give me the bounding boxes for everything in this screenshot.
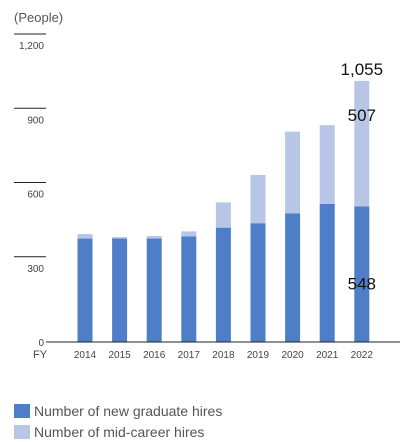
y-tick-label: 600 [27, 190, 44, 201]
x-tick-label: 2016 [143, 350, 166, 361]
legend-swatch-new-graduate [14, 403, 30, 418]
bar-new-graduate-2019 [250, 223, 266, 342]
x-axis: 2014 2015 2016 2017 2018 2019 2020 2021 2022 [46, 341, 400, 361]
bar-mid-career-2021 [319, 125, 335, 204]
y-tick-label: 300 [27, 264, 44, 275]
bars-group [77, 80, 370, 342]
legend-label-new-graduate: Number of new graduate hires [34, 402, 223, 419]
y-tick-label: 1,200 [19, 41, 44, 52]
legend-item-new-graduate: Number of new graduate hires [14, 400, 222, 421]
x-tick-label: 2015 [108, 350, 131, 361]
x-tick-label: 2020 [281, 350, 304, 361]
bar-mid-career-2014 [77, 234, 93, 239]
new-graduate-2022-label: 548 [348, 275, 376, 294]
bar-mid-career-2020 [285, 131, 301, 214]
bar-new-graduate-2022 [354, 206, 370, 342]
y-axis: 0 300 600 900 1,200 [14, 33, 46, 349]
legend: Number of new graduate hires Number of m… [14, 400, 222, 442]
mid-career-2022-label: 507 [348, 106, 376, 125]
x-tick-label: 2017 [178, 350, 201, 361]
bar-new-graduate-2021 [319, 203, 335, 342]
legend-label-mid-career: Number of mid-career hires [34, 423, 205, 440]
bar-mid-career-2017 [181, 231, 197, 237]
bar-new-graduate-2017 [181, 236, 197, 342]
x-tick-label: 2014 [74, 350, 97, 361]
y-tick-label: 0 [38, 338, 44, 349]
bar-new-graduate-2020 [285, 213, 301, 342]
bar-mid-career-2018 [215, 202, 231, 228]
x-tick-label: 2022 [351, 350, 374, 361]
total-2022-label: 1,055 [341, 60, 384, 79]
x-tick-label: 2021 [316, 350, 339, 361]
x-tick-label: 2018 [212, 350, 235, 361]
bar-new-graduate-2015 [112, 238, 128, 342]
fy-label: FY [33, 349, 48, 361]
unit-label: (People) [14, 10, 63, 25]
bar-mid-career-2015 [112, 237, 128, 239]
y-tick-label: 900 [27, 115, 44, 126]
legend-swatch-mid-career [14, 424, 30, 439]
legend-item-mid-career: Number of mid-career hires [14, 421, 222, 442]
x-tick-label: 2019 [247, 350, 270, 361]
bar-new-graduate-2016 [146, 238, 162, 342]
bar-new-graduate-2014 [77, 238, 93, 342]
bar-new-graduate-2018 [215, 227, 231, 342]
bar-mid-career-2016 [146, 236, 162, 239]
bar-mid-career-2019 [250, 174, 266, 224]
bar-mid-career-2022 [354, 80, 370, 207]
